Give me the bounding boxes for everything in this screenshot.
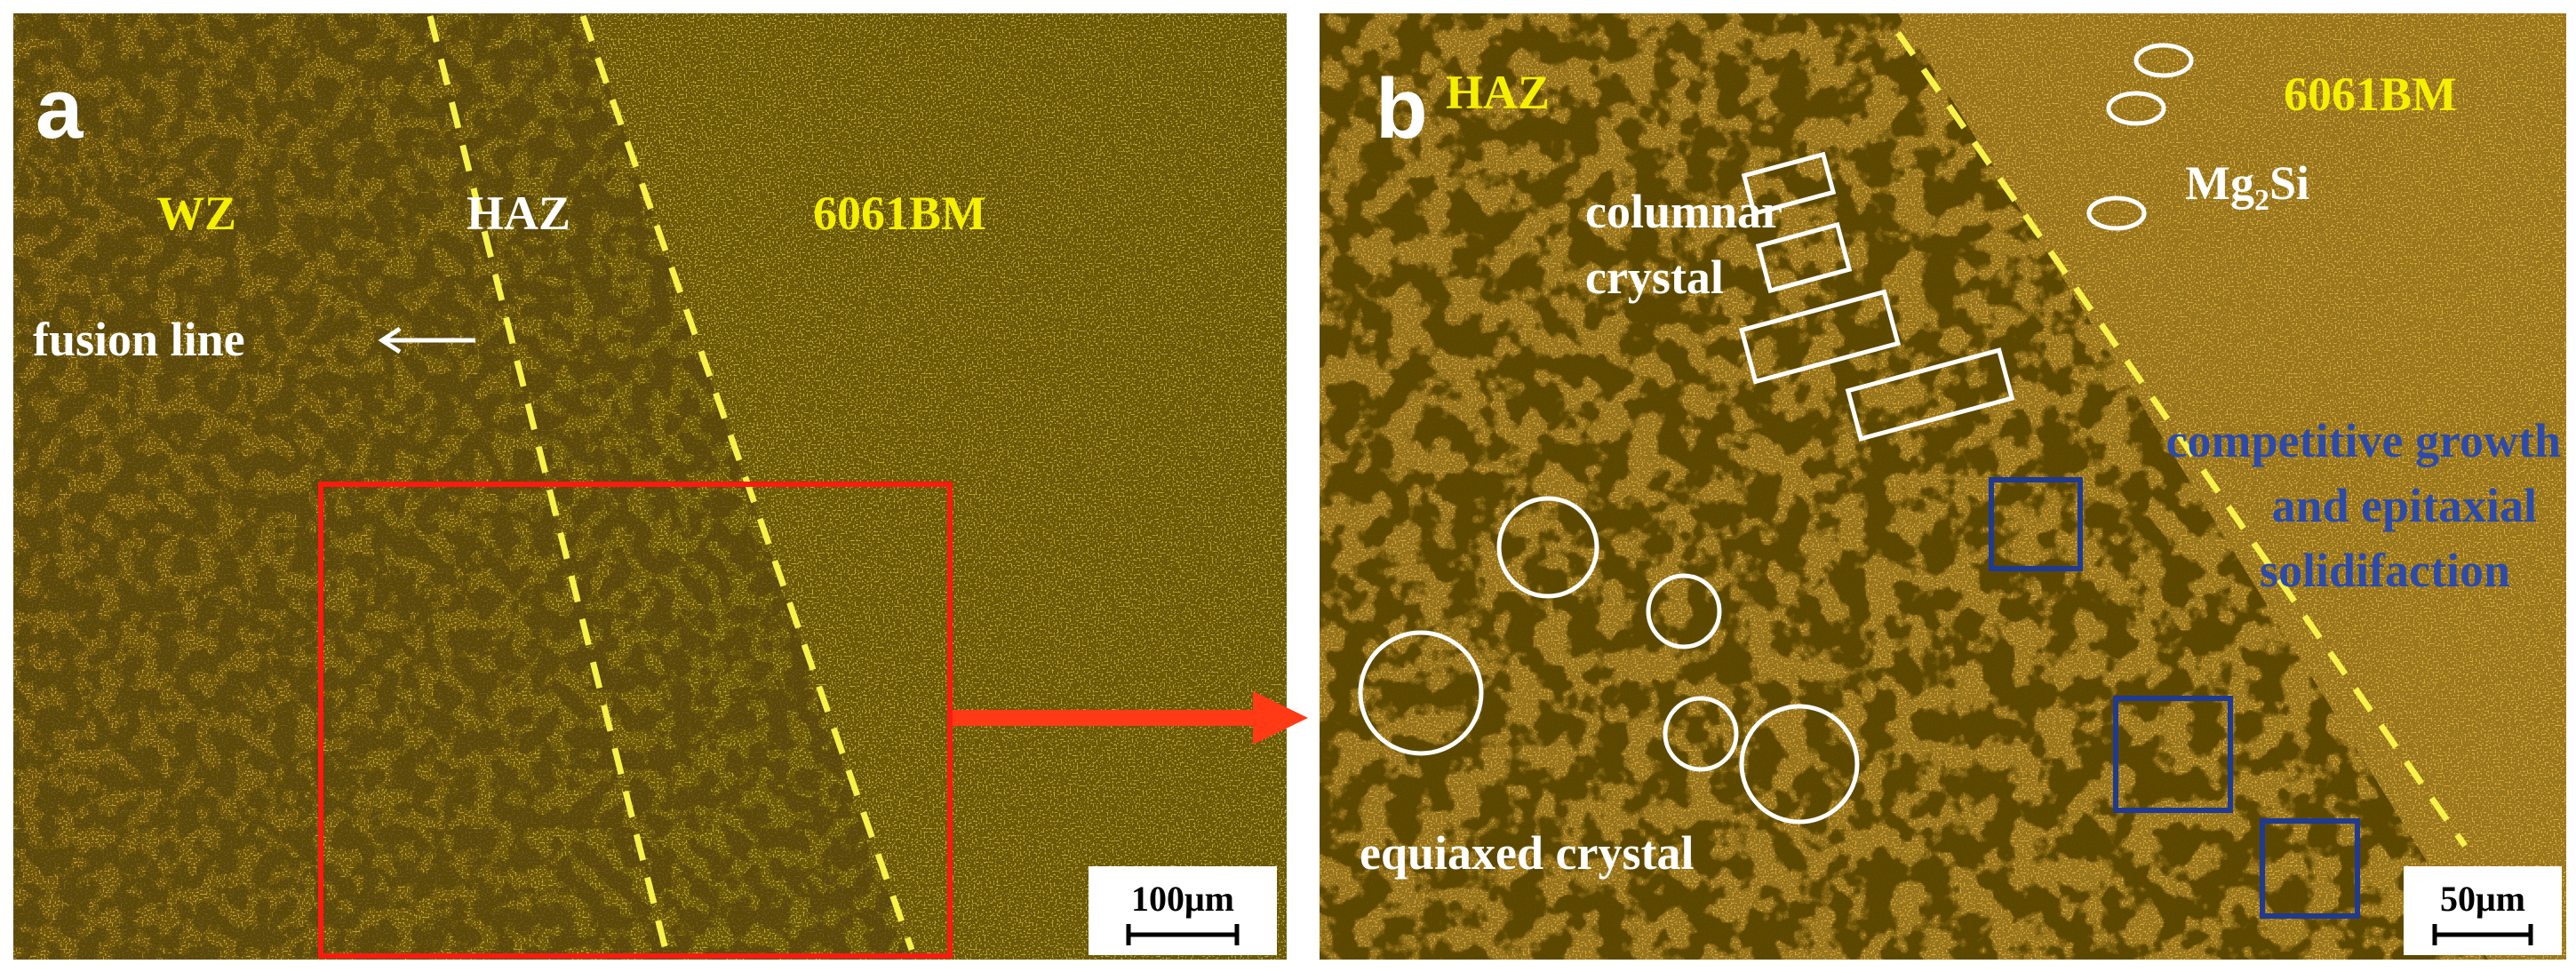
equiaxed-circle <box>1663 696 1739 772</box>
panel-label: a <box>36 61 84 156</box>
zone-label: 6061BM <box>2284 68 2457 121</box>
equiaxed-circle <box>1358 630 1484 756</box>
annotation: competitive growth <box>2166 414 2561 467</box>
columnar-box <box>1845 347 2015 442</box>
mg2si-ellipse <box>2106 91 2166 126</box>
text: Si <box>2269 156 2309 210</box>
scale-label: 100μm <box>1131 879 1234 919</box>
annotation: fusion line <box>33 313 245 366</box>
subscript: 2 <box>2254 184 2269 217</box>
zone-label: HAZ <box>1446 66 1550 119</box>
scale-bg <box>1089 866 1277 955</box>
blue-markers <box>1989 477 2360 919</box>
text: Mg <box>2185 156 2254 210</box>
columnar-box <box>1741 151 1837 217</box>
zone-label: HAZ <box>467 187 570 240</box>
zone-label: WZ <box>156 187 236 240</box>
annotation: solidifaction <box>2260 544 2510 597</box>
annotation: crystal <box>1585 251 1724 304</box>
equiaxed-circle <box>1646 573 1722 649</box>
growth-box <box>2113 696 2233 813</box>
growth-box <box>2260 818 2360 919</box>
zoom-box <box>318 482 953 959</box>
equiaxed-circle <box>1739 704 1860 825</box>
mg2si-ellipse <box>2133 43 2194 78</box>
panel-b: b HAZ 6061BM Mg2Si columnar crystal comp… <box>1320 13 2566 960</box>
markers <box>1358 43 2194 825</box>
scale-bg <box>2404 866 2562 955</box>
boundary-line <box>427 15 669 951</box>
arrow-head <box>1253 691 1308 745</box>
annotation: equiaxed crystal <box>1360 826 1694 880</box>
boundary-line <box>1895 30 2468 849</box>
mg2si-ellipse <box>2086 195 2147 231</box>
equiaxed-circle <box>1496 496 1599 599</box>
growth-box <box>1989 477 2083 571</box>
speckle-texture <box>1320 13 2566 960</box>
panel-label: b <box>1376 61 1428 156</box>
panel-a: a WZ HAZ 6061BM fusion line 100μm <box>13 13 1287 960</box>
columnar-box <box>1755 221 1853 294</box>
annotation: and epitaxial <box>2271 479 2537 532</box>
zone-label: 6061BM <box>813 187 986 240</box>
arrow-head <box>378 326 402 355</box>
columnar-box <box>1739 289 1901 385</box>
annotation: Mg2Si <box>2185 156 2309 217</box>
annotation: columnar <box>1585 185 1782 238</box>
scale-label: 50μm <box>2440 879 2525 919</box>
